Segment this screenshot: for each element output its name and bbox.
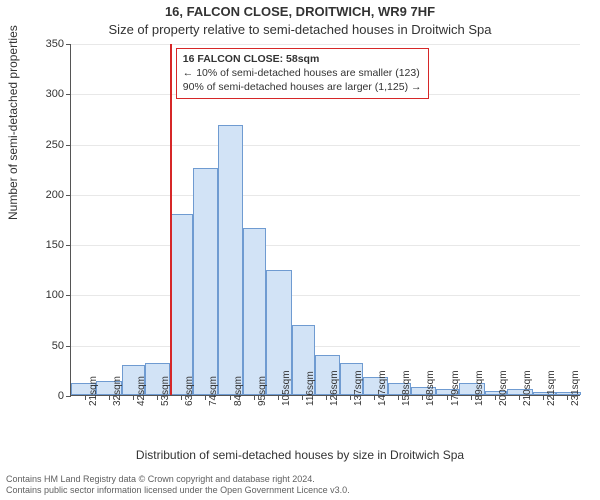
x-tick-mark: [205, 395, 206, 400]
x-tick-mark: [109, 395, 110, 400]
x-tick-mark: [495, 395, 496, 400]
grid-line: [71, 145, 580, 146]
x-tick-label: 231sqm: [570, 370, 581, 406]
grid-line: [71, 295, 580, 296]
x-tick-label: 189sqm: [474, 370, 485, 406]
grid-line: [71, 44, 580, 45]
y-tick-label: 50: [24, 340, 64, 352]
x-axis-label: Distribution of semi-detached houses by …: [0, 448, 600, 462]
histogram-bar: [193, 168, 218, 395]
x-tick-label: 74sqm: [208, 376, 219, 406]
x-tick-label: 63sqm: [184, 376, 195, 406]
y-tick-mark: [66, 44, 71, 45]
x-tick-label: 42sqm: [136, 376, 147, 406]
footer-attribution: Contains HM Land Registry data © Crown c…: [6, 474, 350, 497]
y-tick-label: 200: [24, 189, 64, 201]
x-tick-label: 210sqm: [522, 370, 533, 406]
x-tick-mark: [422, 395, 423, 400]
x-tick-mark: [230, 395, 231, 400]
info-box-line1: 16 FALCON CLOSE: 58sqm: [183, 52, 422, 66]
x-tick-label: 84sqm: [233, 376, 244, 406]
footer-line1: Contains HM Land Registry data © Crown c…: [6, 474, 350, 485]
x-tick-label: 116sqm: [305, 371, 316, 406]
y-tick-mark: [66, 145, 71, 146]
footer-line2: Contains public sector information licen…: [6, 485, 350, 496]
x-tick-label: 126sqm: [329, 370, 340, 406]
x-tick-label: 179sqm: [450, 370, 461, 406]
x-tick-mark: [133, 395, 134, 400]
histogram-bar: [218, 125, 243, 395]
y-axis-label: Number of semi-detached properties: [6, 25, 20, 220]
grid-line: [71, 245, 580, 246]
x-tick-label: 95sqm: [257, 376, 268, 406]
y-tick-mark: [66, 396, 71, 397]
y-tick-mark: [66, 295, 71, 296]
y-tick-label: 150: [24, 239, 64, 251]
info-box-line3: 90% of semi-detached houses are larger (…: [183, 80, 422, 94]
x-tick-label: 168sqm: [425, 370, 436, 406]
x-tick-mark: [278, 395, 279, 400]
x-tick-label: 200sqm: [498, 370, 509, 406]
y-tick-mark: [66, 346, 71, 347]
x-tick-mark: [85, 395, 86, 400]
x-tick-label: 221sqm: [546, 370, 557, 406]
y-tick-label: 300: [24, 88, 64, 100]
marker-info-box: 16 FALCON CLOSE: 58sqm ← 10% of semi-det…: [176, 48, 429, 99]
x-tick-label: 147sqm: [377, 370, 388, 406]
histogram-bar: [243, 228, 266, 395]
info-box-line2: ← 10% of semi-detached houses are smalle…: [183, 66, 422, 80]
x-tick-mark: [302, 395, 303, 400]
y-tick-label: 0: [24, 390, 64, 402]
marker-line: [170, 44, 172, 395]
y-tick-label: 100: [24, 289, 64, 301]
x-tick-mark: [471, 395, 472, 400]
x-tick-mark: [447, 395, 448, 400]
x-tick-mark: [181, 395, 182, 400]
grid-line: [71, 346, 580, 347]
chart-title-line1: 16, FALCON CLOSE, DROITWICH, WR9 7HF: [0, 4, 600, 19]
y-tick-label: 350: [24, 38, 64, 50]
histogram-bar: [170, 214, 193, 395]
x-tick-mark: [398, 395, 399, 400]
x-tick-label: 137sqm: [353, 370, 364, 406]
chart-title-line2: Size of property relative to semi-detach…: [0, 22, 600, 37]
chart-container: 16, FALCON CLOSE, DROITWICH, WR9 7HF Siz…: [0, 0, 600, 500]
grid-line: [71, 195, 580, 196]
x-tick-label: 21sqm: [88, 376, 99, 406]
x-tick-mark: [374, 395, 375, 400]
x-tick-mark: [543, 395, 544, 400]
y-tick-mark: [66, 94, 71, 95]
plot-area: 16 FALCON CLOSE: 58sqm ← 10% of semi-det…: [70, 44, 580, 396]
y-tick-label: 250: [24, 139, 64, 151]
x-tick-mark: [519, 395, 520, 400]
y-tick-mark: [66, 245, 71, 246]
x-tick-label: 158sqm: [401, 370, 412, 406]
x-tick-label: 32sqm: [112, 376, 123, 406]
x-tick-mark: [254, 395, 255, 400]
x-tick-label: 105sqm: [281, 370, 292, 406]
x-tick-mark: [326, 395, 327, 400]
x-tick-mark: [350, 395, 351, 400]
y-tick-mark: [66, 195, 71, 196]
x-tick-mark: [567, 395, 568, 400]
x-tick-mark: [157, 395, 158, 400]
